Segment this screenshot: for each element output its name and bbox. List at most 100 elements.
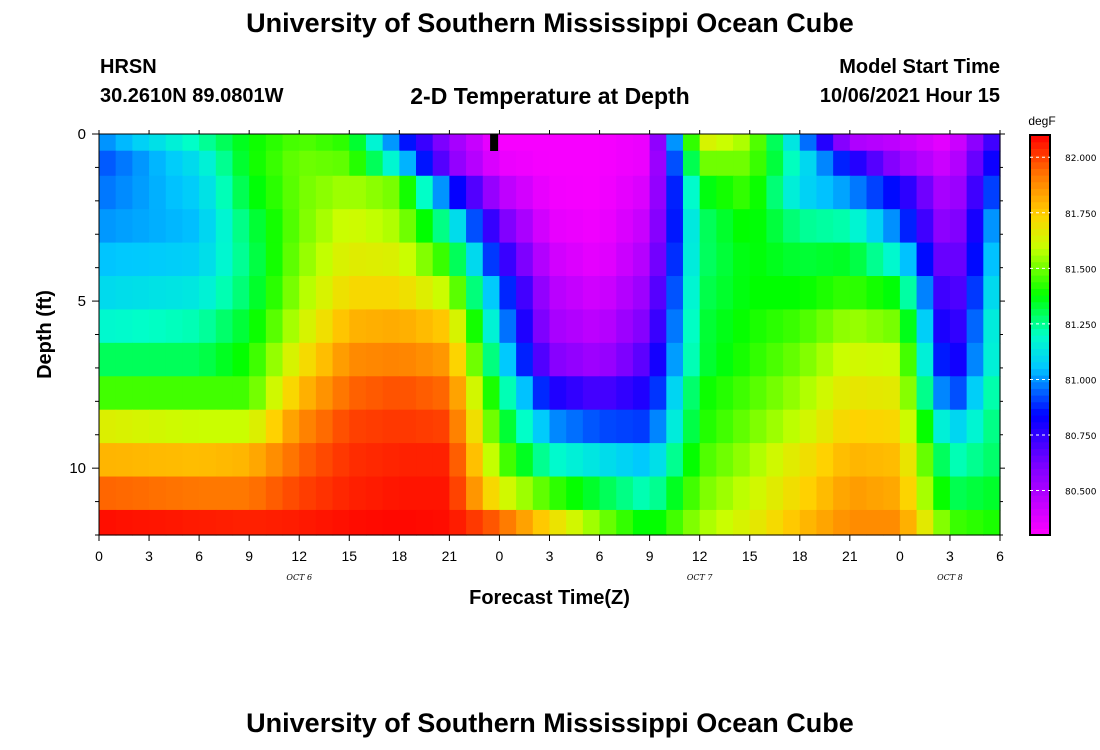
heatmap-cell [866,242,884,277]
heatmap-cell [249,509,267,536]
x-axis: 0 3 6 9 12 15 18 21 0 3 6 9 12 15 18 21 0 3 6 OCT 6 OCT 7 OCT… [95,130,1004,582]
x-tick-label: 15 [341,548,357,564]
heatmap-cell [883,476,901,511]
colorbar-segment [1030,468,1050,476]
heatmap-cell [783,342,801,377]
heatmap-cell [199,342,217,377]
temperature-depth-chart: 0 3 6 9 12 15 18 21 0 3 6 9 12 15 18 21 0 3 6 OCT 6 OCT 7 OCT… [34,114,1097,609]
heatmap-cell [532,134,551,152]
x-tick-label: 21 [442,548,458,564]
heatmap-cell [549,150,567,177]
heatmap-cell [733,509,751,536]
heatmap-cell [449,409,467,444]
x-tick-label: 21 [842,548,858,564]
heatmap-cell [265,342,284,377]
heatmap-cell [265,175,284,210]
colorbar-segment [1030,355,1050,363]
heatmap-cell [482,476,501,511]
heatmap-cell [182,134,200,152]
colorbar-segment [1030,175,1050,183]
heatmap-cell [916,443,934,478]
heatmap-cell [816,276,834,311]
x-tick-label: 6 [596,548,604,564]
heatmap-cell [466,309,484,344]
heatmap-cell [799,376,818,411]
heatmap-cell [699,443,717,478]
heatmap-cell [916,150,934,177]
heatmap-cell [632,376,651,411]
heatmap-cell [299,242,317,277]
heatmap-cell [132,309,150,344]
heatmap-cell [766,134,784,152]
heatmap-cell [132,409,150,444]
heatmap-cell [733,376,751,411]
heatmap-cell [349,276,367,311]
heatmap-cell [749,134,768,152]
x-tick-label: 6 [195,548,203,564]
heatmap-cell [632,209,651,244]
heatmap-cell [382,276,400,311]
heatmap-cell [949,175,968,210]
heatmap-cell [99,134,117,152]
heatmap-cell [466,476,484,511]
colorbar-segment [1030,248,1050,256]
heatmap-cell [666,342,684,377]
heatmap-cell [466,342,484,377]
heatmap-cell [265,209,284,244]
station-coordinates: 30.2610N 89.0801W [100,85,284,107]
page-title: University of Southern Mississippi Ocean… [246,8,854,38]
heatmap-cell [983,276,1001,311]
heatmap-cell [399,443,417,478]
heatmap-cell [99,443,117,478]
heatmap-cell [699,342,717,377]
heatmap-cell [966,276,984,311]
heatmap-cell [499,209,517,244]
heatmap-cell [265,409,284,444]
heatmap-cell [866,509,884,536]
heatmap-cell [749,150,768,177]
heatmap-cell [432,134,450,152]
heatmap-cell [566,242,584,277]
heatmap-cell [616,276,634,311]
heatmap-cell [299,376,317,411]
heatmap-cell [949,443,968,478]
heatmap-cell [182,476,200,511]
colorbar-segment [1030,528,1050,536]
heatmap-cell [349,150,367,177]
heatmap-cell [215,376,234,411]
heatmap-cell [899,443,918,478]
heatmap-cell [632,150,651,177]
heatmap-cell [115,509,133,536]
x-tick-label: 18 [792,548,808,564]
colorbar-segment [1030,508,1050,516]
heatmap-cell [666,209,684,244]
heatmap-cell [516,175,534,210]
heatmap-cell [282,409,300,444]
heatmap-cell [833,476,851,511]
heatmap-cell [165,376,184,411]
heatmap-cell [849,509,868,536]
heatmap-cell [949,134,968,152]
heatmap-cell [849,309,868,344]
heatmap-cell [349,175,367,210]
heatmap-cell [265,443,284,478]
heatmap-cell [365,376,384,411]
heatmap-cell [315,443,334,478]
heatmap-cell [399,309,417,344]
heatmap-cell [799,309,818,344]
heatmap-cell [933,342,951,377]
heatmap-cell [249,342,267,377]
heatmap-cell [766,443,784,478]
heatmap-cell [983,134,1001,152]
heatmap-cell [249,175,267,210]
colorbar-segment [1030,255,1050,263]
heatmap-cell [799,476,818,511]
heatmap-cell [449,134,467,152]
heatmap-cell [916,134,934,152]
heatmap-cell [482,443,501,478]
heatmap-cell [532,209,551,244]
heatmap-cell [649,443,667,478]
heatmap-cell [365,409,384,444]
colorbar-segment [1030,301,1050,309]
heatmap-cell [883,276,901,311]
